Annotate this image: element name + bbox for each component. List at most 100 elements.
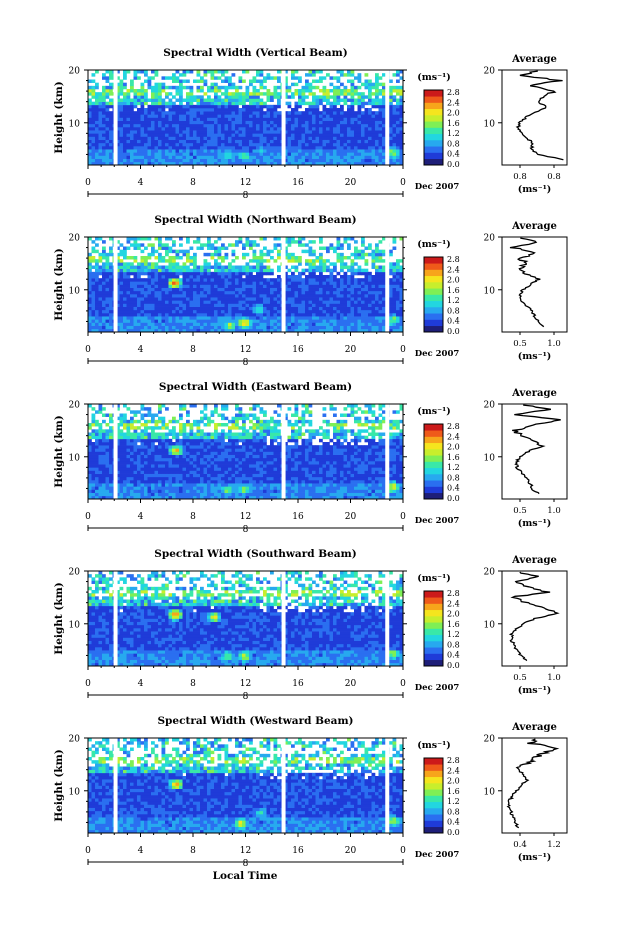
heatmap-cell — [102, 461, 106, 464]
heatmap-cell — [148, 99, 152, 102]
heatmap-cell — [207, 285, 211, 288]
heatmap-cell — [393, 288, 397, 291]
heatmap-cell — [235, 313, 239, 316]
heatmap-cell — [323, 140, 327, 143]
heatmap-cell — [288, 310, 292, 313]
heatmap-cell — [263, 118, 267, 121]
heatmap-cell — [169, 285, 173, 288]
heatmap-cell — [246, 278, 250, 281]
heatmap-cell — [270, 133, 274, 136]
heatmap-cell — [270, 310, 274, 313]
heatmap-cell — [235, 130, 239, 133]
heatmap-cell — [326, 281, 330, 284]
heatmap-cell — [295, 118, 299, 121]
heatmap-cell — [396, 86, 400, 89]
heatmap-cell — [232, 114, 236, 117]
heatmap-cell — [330, 114, 334, 117]
heatmap-cell — [141, 118, 145, 121]
heatmap-cell — [102, 464, 106, 467]
heatmap-cell — [316, 70, 320, 73]
heatmap-cell — [179, 156, 183, 159]
heatmap-cell — [130, 300, 134, 303]
heatmap-cell — [298, 95, 302, 98]
heatmap-cell — [221, 285, 225, 288]
heatmap-cell — [249, 152, 253, 155]
heatmap-cell — [316, 105, 320, 108]
heatmap-cell — [319, 237, 323, 240]
heatmap-cell — [95, 294, 99, 297]
heatmap-cell — [200, 80, 204, 83]
heatmap-cell — [221, 121, 225, 124]
heatmap-cell — [312, 70, 316, 73]
heatmap-cell — [225, 304, 229, 307]
heatmap-cell — [141, 152, 145, 155]
heatmap-cell — [375, 304, 379, 307]
heatmap-cell — [270, 99, 274, 102]
heatmap-cell — [389, 250, 393, 253]
heatmap-cell — [214, 269, 218, 272]
heatmap-cell — [302, 137, 306, 140]
heatmap-cell — [305, 149, 309, 152]
heatmap-cell — [200, 102, 204, 105]
heatmap-cell — [102, 420, 106, 423]
heatmap-cell — [221, 304, 225, 307]
heatmap-cell — [165, 146, 169, 149]
heatmap-cell — [141, 149, 145, 152]
heatmap-cell — [267, 323, 271, 326]
heatmap-cell — [305, 108, 309, 111]
heatmap-cell — [260, 137, 264, 140]
heatmap-cell — [214, 278, 218, 281]
heatmap-cell — [333, 316, 337, 319]
heatmap-cell — [102, 105, 106, 108]
heatmap-cell — [102, 285, 106, 288]
heatmap-cell — [197, 111, 201, 114]
heatmap-cell — [183, 159, 187, 162]
heatmap-cell — [151, 70, 155, 73]
heatmap-cell — [260, 130, 264, 133]
heatmap-cell — [218, 130, 222, 133]
heatmap-cell — [344, 127, 348, 130]
heatmap-cell — [155, 285, 159, 288]
heatmap-cell — [382, 146, 386, 149]
heatmap-cell — [120, 420, 124, 423]
heatmap-cell — [137, 326, 141, 329]
heatmap-cell — [225, 108, 229, 111]
heatmap-cell — [214, 326, 218, 329]
heatmap-cell — [375, 285, 379, 288]
heatmap-cell — [291, 278, 295, 281]
heatmap-cell — [109, 237, 113, 240]
heatmap-cell — [155, 323, 159, 326]
heatmap-cell — [344, 159, 348, 162]
heatmap-cell — [249, 304, 253, 307]
heatmap-cell — [358, 288, 362, 291]
heatmap-cell — [288, 326, 292, 329]
heatmap-cell — [183, 250, 187, 253]
heatmap-cell — [242, 70, 246, 73]
heatmap-cell — [305, 127, 309, 130]
day-label: 8 — [243, 358, 249, 368]
heatmap-cell — [123, 149, 127, 152]
heatmap-cell — [176, 99, 180, 102]
heatmap-cell — [218, 278, 222, 281]
heatmap-cell — [302, 146, 306, 149]
heatmap-cell — [106, 92, 110, 95]
heatmap-cell — [305, 304, 309, 307]
heatmap-cell — [102, 124, 106, 127]
heatmap-cell — [326, 89, 330, 92]
heatmap-cell — [88, 300, 92, 303]
heatmap-cell — [389, 99, 393, 102]
heatmap-cell — [109, 326, 113, 329]
heatmap-cell — [211, 285, 215, 288]
heatmap-cell — [393, 262, 397, 265]
heatmap-cell — [134, 89, 138, 92]
heatmap-cell — [200, 304, 204, 307]
heatmap-cell — [365, 297, 369, 300]
heatmap-cell — [204, 253, 208, 256]
heatmap-cell — [361, 297, 365, 300]
heatmap-cell — [144, 130, 148, 133]
heatmap-cell — [92, 326, 96, 329]
heatmap-cell — [351, 121, 355, 124]
heatmap-cell — [95, 452, 99, 455]
heatmap-cell — [120, 461, 124, 464]
x-tick-label: 8 — [190, 178, 196, 188]
